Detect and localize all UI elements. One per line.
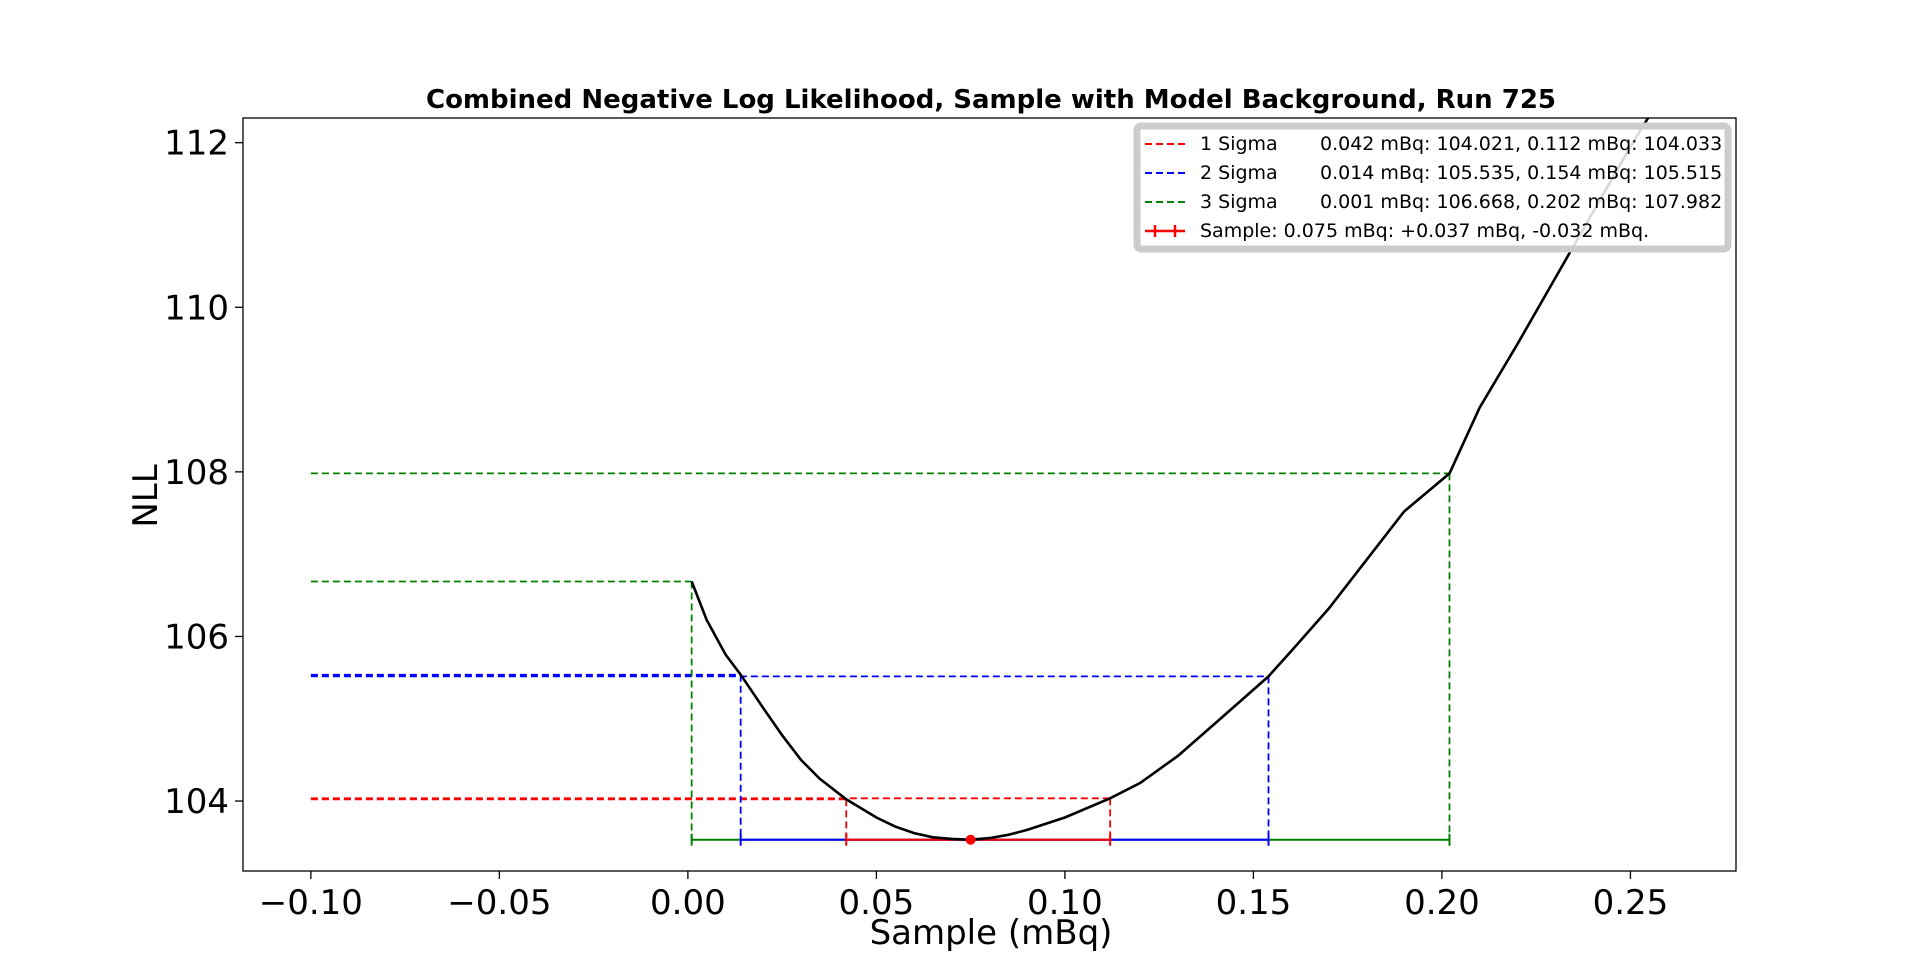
x-tick-label: −0.10 bbox=[259, 883, 363, 923]
x-tick-label: 0.15 bbox=[1216, 883, 1292, 923]
legend-label-1-sigma: 1 Sigma bbox=[1200, 133, 1278, 155]
legend-label-3-sigma: 3 Sigma bbox=[1200, 191, 1278, 213]
y-axis-ticks: 104 106 108 110 112 bbox=[164, 124, 243, 822]
best-fit-point bbox=[965, 834, 976, 845]
chart-title: Combined Negative Log Likelihood, Sample… bbox=[426, 85, 1556, 115]
y-tick-label: 110 bbox=[164, 288, 229, 328]
y-tick-label: 106 bbox=[164, 617, 229, 657]
x-tick-label: 0.00 bbox=[650, 883, 726, 923]
x-tick-label: −0.05 bbox=[447, 883, 551, 923]
legend-value-3-sigma: 0.001 mBq: 106.668, 0.202 mBq: 107.982 bbox=[1320, 191, 1722, 213]
x-axis-ticks: −0.10 −0.05 0.00 0.05 0.10 0.15 0.20 0.25 bbox=[259, 871, 1669, 923]
legend-value-2-sigma: 0.014 mBq: 105.535, 0.154 mBq: 105.515 bbox=[1320, 162, 1722, 184]
x-tick-label: 0.10 bbox=[1027, 883, 1103, 923]
legend-label-sample: Sample: 0.075 mBq: +0.037 mBq, -0.032 mB… bbox=[1200, 220, 1649, 242]
legend-box bbox=[1133, 122, 1732, 253]
y-tick-label: 112 bbox=[164, 124, 229, 164]
axes-frame bbox=[242, 117, 1737, 872]
legend-value-1-sigma: 0.042 mBq: 104.021, 0.112 mBq: 104.033 bbox=[1320, 133, 1722, 155]
x-tick-label: 0.20 bbox=[1404, 883, 1480, 923]
y-axis-label: NLL bbox=[126, 464, 166, 527]
x-tick-label: 0.25 bbox=[1593, 883, 1669, 923]
legend-label-2-sigma: 2 Sigma bbox=[1200, 162, 1278, 184]
y-tick-label: 108 bbox=[164, 453, 229, 493]
plot-area bbox=[310, 118, 1650, 846]
y-tick-label: 104 bbox=[164, 782, 229, 822]
x-axis-label: Sample (mBq) bbox=[870, 913, 1113, 953]
x-tick-label: 0.05 bbox=[839, 883, 915, 923]
nll-curve bbox=[690, 118, 1650, 842]
legend: 1 Sigma 0.042 mBq: 104.021, 0.112 mBq: 1… bbox=[1133, 122, 1732, 253]
